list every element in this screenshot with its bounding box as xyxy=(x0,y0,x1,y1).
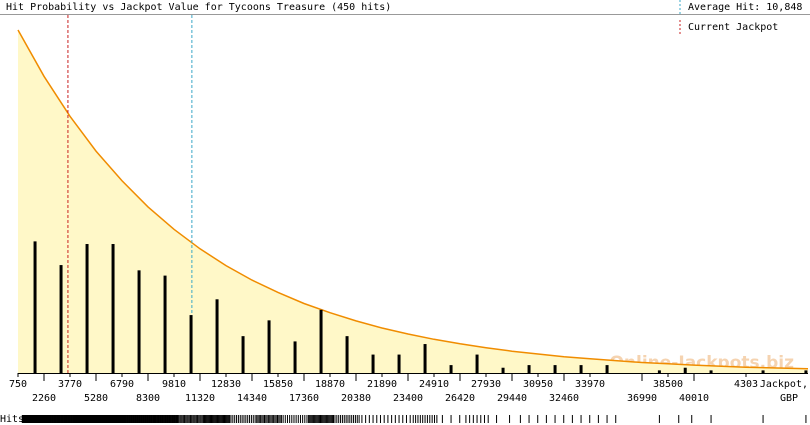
bar xyxy=(397,354,401,373)
bar xyxy=(553,365,557,373)
bar xyxy=(449,365,453,373)
curve-area xyxy=(18,30,808,373)
x-tick-label: 21890 xyxy=(367,379,397,390)
x-axis-label: Jackpot, xyxy=(760,379,808,390)
x-tick-label: 11320 xyxy=(185,393,215,404)
x-tick-label: 20380 xyxy=(341,393,371,404)
legend-label: Average Hit: 10,848 xyxy=(688,2,802,13)
bar xyxy=(709,370,713,373)
x-tick-label: 12830 xyxy=(211,379,241,390)
x-tick-label: 9810 xyxy=(162,379,186,390)
bar xyxy=(657,370,661,373)
x-tick-label: 750 xyxy=(9,379,27,390)
bar xyxy=(345,336,349,373)
x-tick-label: 33970 xyxy=(575,379,605,390)
bar xyxy=(319,309,323,373)
bar xyxy=(267,320,271,373)
x-tick-label: 4303 xyxy=(734,379,758,390)
bar xyxy=(59,265,63,373)
x-tick-label: 17360 xyxy=(289,393,319,404)
bar xyxy=(475,354,479,373)
x-tick-label: 38500 xyxy=(653,379,683,390)
bar xyxy=(683,367,687,373)
x-tick-label: 18870 xyxy=(315,379,345,390)
x-tick-label: 14340 xyxy=(237,393,267,404)
x-tick-label: 6790 xyxy=(110,379,134,390)
x-tick-label: 5280 xyxy=(84,393,108,404)
curve-line xyxy=(17,29,809,370)
x-tick-label: 30950 xyxy=(523,379,553,390)
x-tick-label: 36990 xyxy=(627,393,657,404)
bar xyxy=(527,365,531,373)
bar xyxy=(293,341,297,373)
bar xyxy=(579,365,583,373)
bar xyxy=(241,336,245,373)
x-tick-label: 8300 xyxy=(136,393,160,404)
x-axis-label: GBP xyxy=(780,393,798,404)
bar xyxy=(371,354,375,373)
bar xyxy=(163,275,167,373)
x-tick-label: 15850 xyxy=(263,379,293,390)
chart-title: Hit Probability vs Jackpot Value for Tyc… xyxy=(6,2,391,13)
x-tick-label: 27930 xyxy=(471,379,501,390)
bar xyxy=(137,270,141,373)
bar xyxy=(761,370,765,373)
x-tick-label: 40010 xyxy=(679,393,709,404)
bar xyxy=(215,299,219,373)
rug-label: Hits xyxy=(0,414,24,425)
x-tick-label: 24910 xyxy=(419,379,449,390)
bar xyxy=(85,244,89,373)
x-tick-label: 29440 xyxy=(497,393,527,404)
x-tick-label: 2260 xyxy=(32,393,56,404)
legend-label: Current Jackpot xyxy=(688,22,778,33)
x-tick-label: 26420 xyxy=(445,393,475,404)
bar xyxy=(605,365,609,373)
bar xyxy=(804,370,808,373)
x-tick-label: 23400 xyxy=(393,393,423,404)
bar xyxy=(189,315,193,373)
bar xyxy=(111,244,115,373)
bar xyxy=(33,241,37,373)
bar xyxy=(423,344,427,373)
x-tick-label: 3770 xyxy=(58,379,82,390)
bar xyxy=(501,367,505,373)
x-tick-label: 32460 xyxy=(549,393,579,404)
